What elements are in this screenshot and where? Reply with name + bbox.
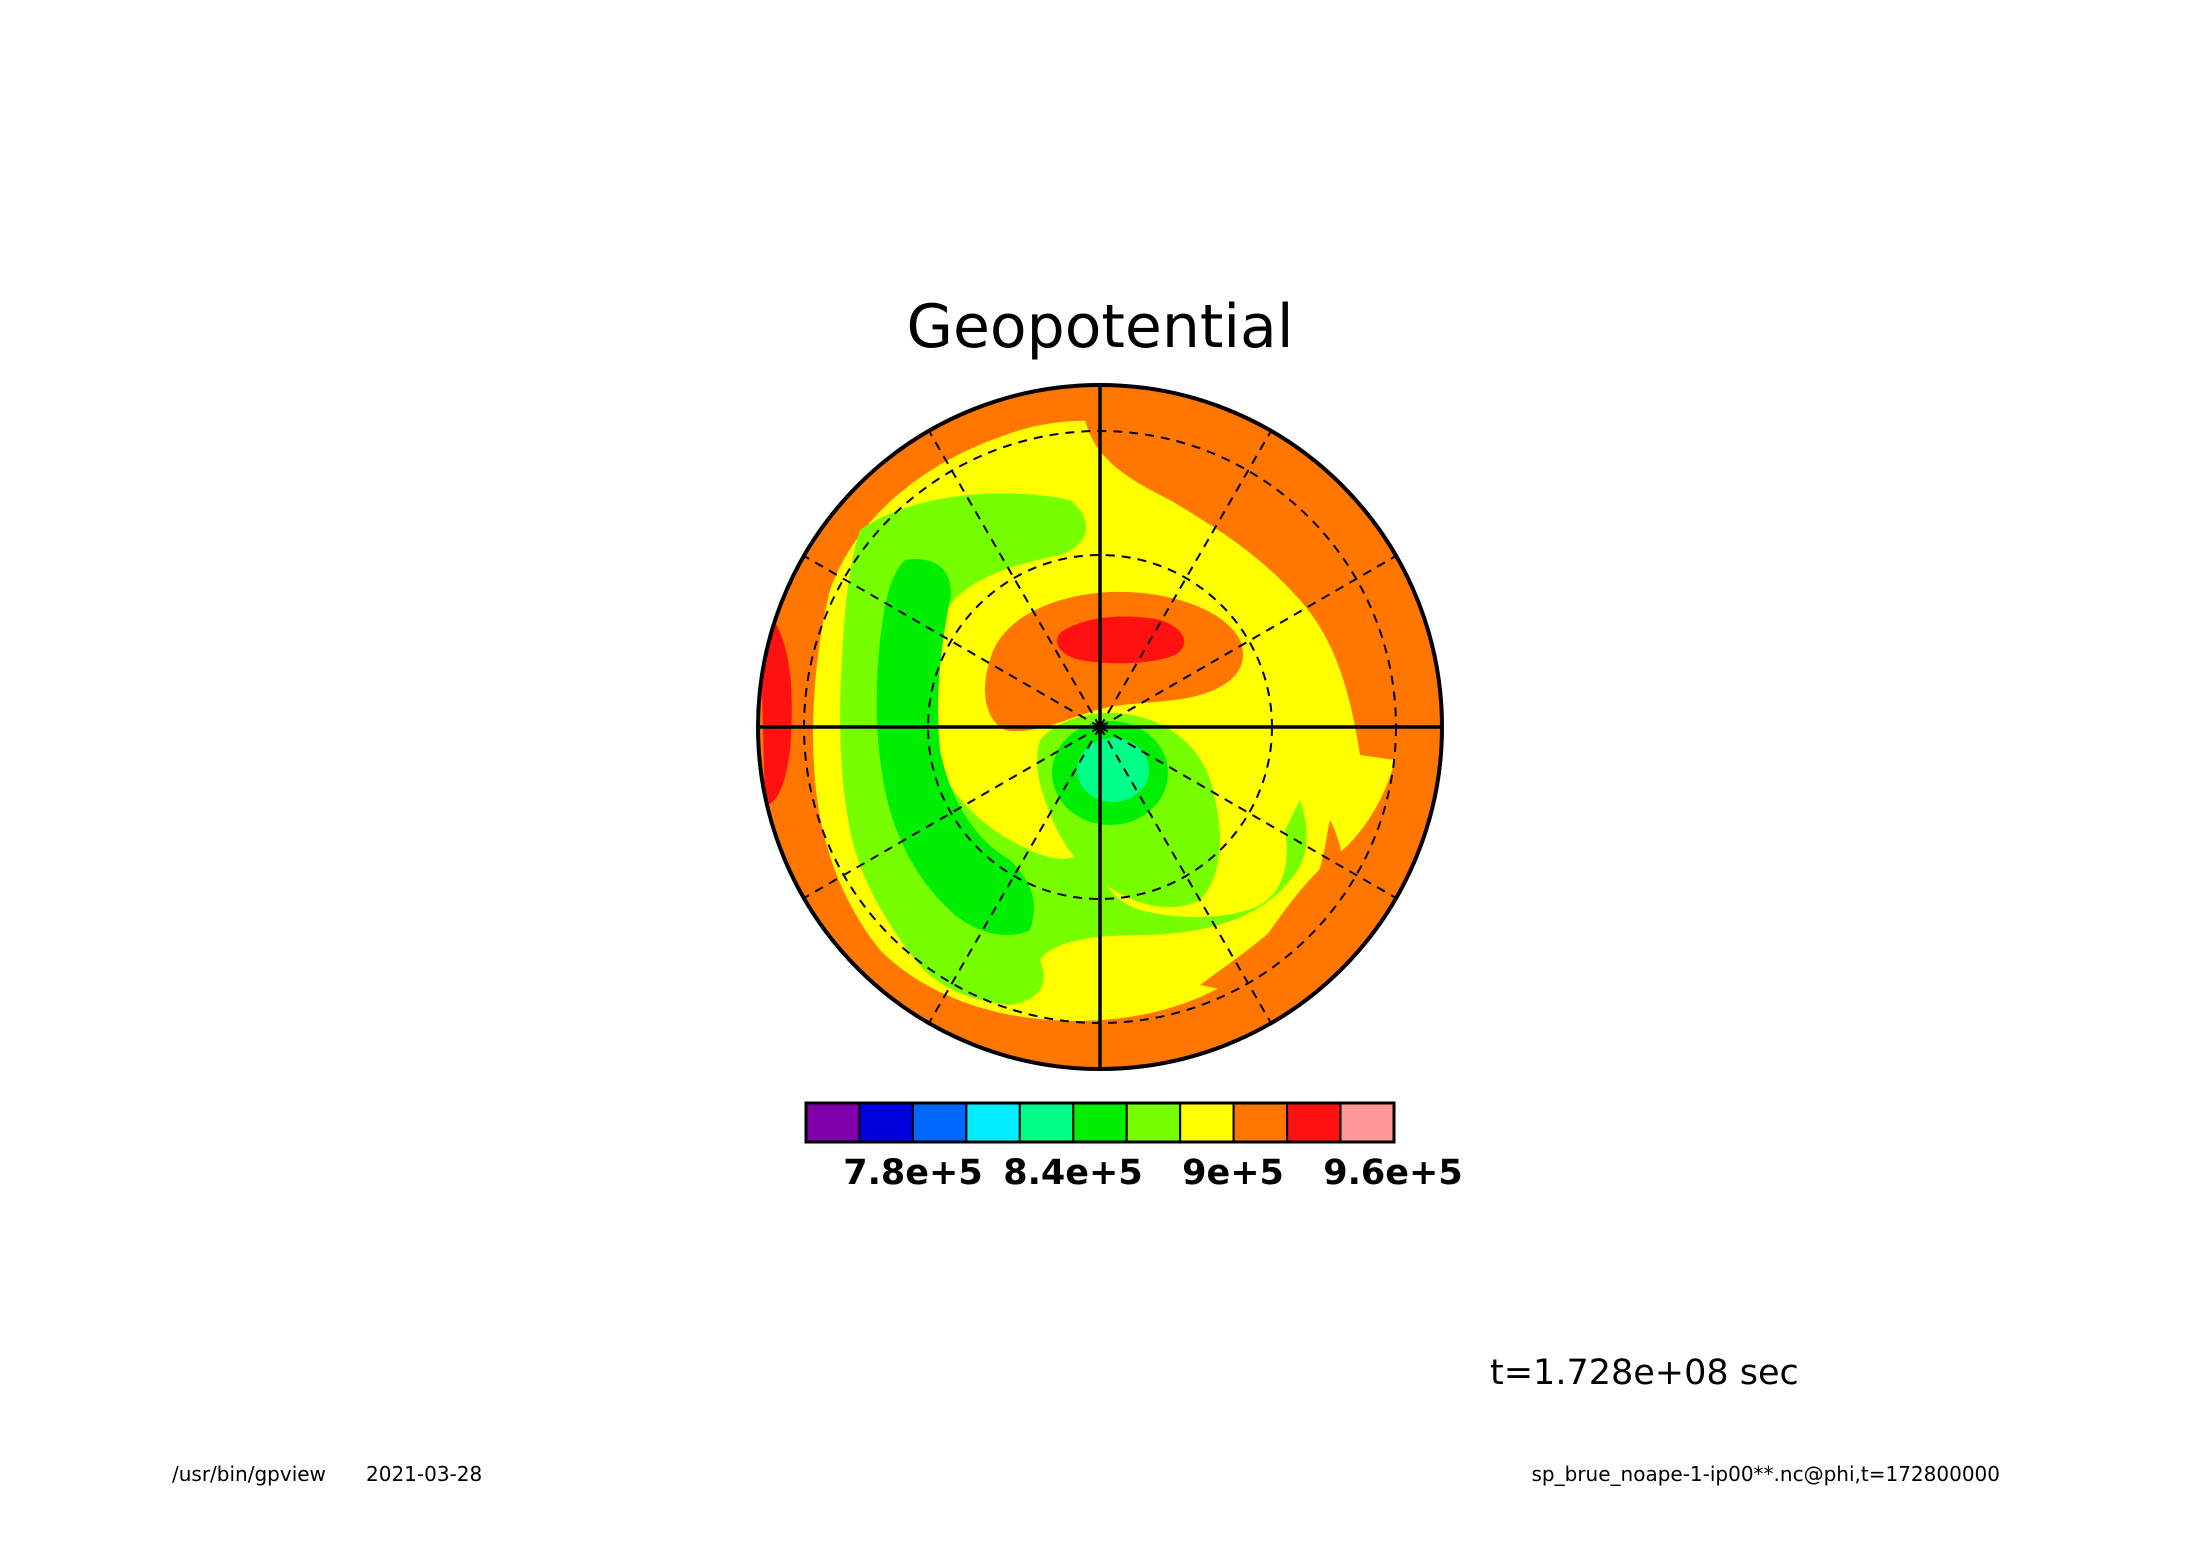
footer-date: 2021-03-28 (366, 1462, 482, 1486)
colorbar-tick-label: 7.8e+5 (843, 1153, 982, 1193)
colorbar-swatch (965, 1102, 1021, 1143)
colorbar-swatch (911, 1102, 968, 1143)
meridian-60 (1099, 555, 1397, 728)
colorbar-tick-label: 8.4e+5 (1003, 1153, 1142, 1193)
chart-title: Geopotential (906, 292, 1293, 362)
colorbar-frame (804, 1101, 1396, 1144)
footer-program: /usr/bin/gpview (172, 1462, 326, 1486)
meridian-150 (1099, 726, 1272, 1024)
colorbar-tick-label: 9e+5 (1182, 1153, 1284, 1193)
green-band-left (876, 559, 1034, 935)
meridian-lines (803, 430, 1397, 1024)
meridian-120 (1099, 726, 1397, 899)
colorbar-swatch (858, 1102, 914, 1143)
meridian-210 (928, 726, 1101, 1024)
polar-plot (756, 383, 1444, 1071)
time-label: t=1.728e+08 sec (1490, 1353, 1799, 1393)
colorbar-swatches (805, 1102, 1395, 1143)
colorbar-swatch (1018, 1102, 1075, 1143)
colorbar: 7.8e+5 8.4e+5 9e+5 9.6e+5 (804, 1101, 1463, 1193)
red-blob-center (1056, 616, 1185, 664)
meridian-240 (803, 726, 1101, 899)
colorbar-swatch (1179, 1102, 1235, 1143)
contour-field (758, 385, 1442, 1069)
meridian-30 (1099, 430, 1272, 728)
meridian-330 (928, 430, 1101, 728)
colorbar-swatch (805, 1102, 861, 1143)
teal-core (1077, 738, 1149, 802)
orange-lobe-lower-right (1200, 820, 1342, 990)
colorbar-swatch (1232, 1102, 1289, 1143)
orange-arc-upper-right (1085, 417, 1401, 760)
colorbar-swatch (1125, 1102, 1182, 1143)
footer-variable: sp_brue_noape-1-ip00**.nc@phi,t=17280000… (1532, 1462, 2000, 1486)
colorbar-swatch (1339, 1102, 1395, 1143)
colorbar-swatch (1072, 1102, 1128, 1143)
map-boundary (756, 383, 1444, 1071)
red-strip-left (760, 615, 792, 805)
colorbar-tick-label: 9.6e+5 (1323, 1153, 1462, 1193)
meridian-300 (803, 555, 1101, 728)
colorbar-swatch (1286, 1102, 1342, 1143)
